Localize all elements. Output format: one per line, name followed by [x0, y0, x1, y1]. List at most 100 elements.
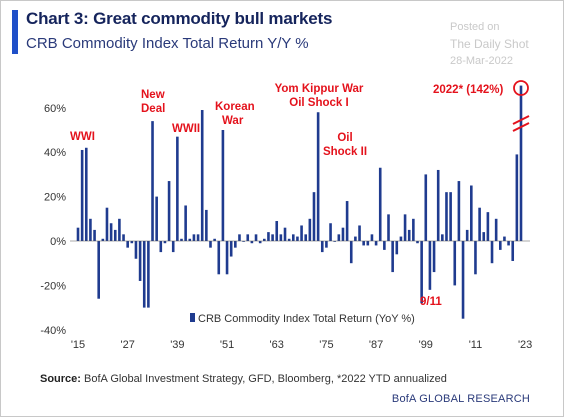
bar — [159, 241, 163, 253]
bar — [113, 229, 117, 241]
bar — [275, 221, 279, 241]
bar — [312, 192, 316, 241]
bar — [118, 218, 121, 241]
bar — [271, 234, 274, 241]
brand-footer: BofA GLOBAL RESEARCH — [391, 393, 530, 405]
bar — [126, 241, 129, 248]
bar — [97, 241, 100, 299]
bar — [142, 241, 146, 308]
bar — [258, 241, 262, 244]
bar — [221, 130, 225, 241]
bar — [465, 229, 469, 241]
bar — [341, 227, 345, 241]
bar — [93, 229, 96, 241]
bar — [254, 234, 258, 241]
x-tick-label: '39 — [170, 339, 184, 351]
bar — [225, 241, 229, 275]
bar — [151, 121, 154, 241]
bar — [453, 241, 457, 286]
bar — [287, 238, 291, 241]
bar — [403, 214, 407, 241]
bar-series — [76, 85, 523, 319]
bar — [461, 241, 465, 319]
annotation-label: War — [222, 115, 244, 127]
bar — [184, 205, 187, 241]
bar — [325, 241, 328, 248]
bar — [395, 241, 399, 255]
y-tick-label: 40% — [44, 147, 66, 159]
bar — [304, 234, 308, 241]
bar — [391, 241, 394, 273]
bar — [490, 241, 494, 264]
bar — [358, 225, 361, 241]
bar — [267, 232, 270, 241]
annotations: WWI New Deal WWII Korean War Yom Kippur War Oil… — [70, 83, 503, 308]
bar — [242, 241, 245, 242]
bar — [412, 218, 415, 241]
bar — [122, 234, 125, 241]
y-tick-label: 0% — [50, 236, 66, 248]
bar — [445, 192, 448, 241]
bar — [196, 234, 200, 241]
bar — [180, 238, 183, 241]
bar — [217, 241, 221, 275]
bar — [291, 234, 295, 241]
bar — [441, 234, 444, 241]
bar — [420, 241, 423, 304]
chart-decorations — [70, 80, 530, 242]
annotation-label: Oil — [337, 132, 352, 144]
x-tick-label: '27 — [121, 339, 135, 351]
annotation-label: WWI — [70, 131, 95, 143]
bar — [134, 241, 138, 259]
bar — [424, 174, 428, 241]
bar — [283, 227, 287, 241]
bar — [374, 241, 378, 246]
bar — [147, 241, 150, 308]
bar — [84, 147, 88, 241]
bar — [478, 207, 481, 241]
y-tick-label: 20% — [44, 192, 66, 204]
source-note: Source: BofA Global Investment Strategy,… — [40, 373, 447, 385]
bar — [470, 185, 473, 241]
legend: CRB Commodity Index Total Return (YoY %) — [190, 313, 415, 325]
bar — [370, 234, 374, 241]
bar — [383, 241, 386, 250]
axis-break-mark — [512, 115, 530, 125]
x-tick-label: '75 — [319, 339, 333, 351]
annotation-label: New — [141, 89, 165, 101]
bar — [362, 241, 365, 246]
bar — [416, 241, 419, 244]
watermark-date: 28-Mar-2022 — [450, 55, 513, 67]
bar — [432, 241, 436, 273]
watermark-site: The Daily Shot — [450, 37, 529, 51]
bar — [192, 234, 196, 241]
x-tick-label: '63 — [270, 339, 284, 351]
bar — [155, 196, 158, 241]
bar — [499, 241, 502, 250]
bar — [130, 241, 134, 244]
bar — [320, 241, 324, 253]
bar — [366, 241, 370, 246]
bar — [300, 225, 303, 241]
bar — [80, 149, 84, 241]
bar — [205, 209, 208, 241]
watermark-posted-on: Posted on — [450, 21, 500, 33]
bar — [329, 223, 332, 241]
bar — [171, 241, 175, 253]
bar — [296, 236, 299, 241]
bar — [176, 136, 179, 241]
bar — [333, 241, 336, 242]
y-tick-label: -40% — [40, 325, 66, 337]
chart-subtitle: CRB Commodity Index Total Return Y/Y % — [26, 35, 309, 52]
bar — [229, 241, 233, 257]
bar — [486, 212, 490, 241]
x-tick-label: '15 — [71, 339, 85, 351]
x-axis: '15 '27 '39 '51 '63 '75 '87 '99 '11 '23 — [71, 339, 532, 351]
source-label: Source: — [40, 373, 81, 385]
bar — [474, 241, 477, 275]
annotation-label: WWII — [172, 123, 200, 135]
bar — [482, 232, 486, 241]
bar — [238, 234, 241, 241]
bar — [279, 234, 283, 241]
